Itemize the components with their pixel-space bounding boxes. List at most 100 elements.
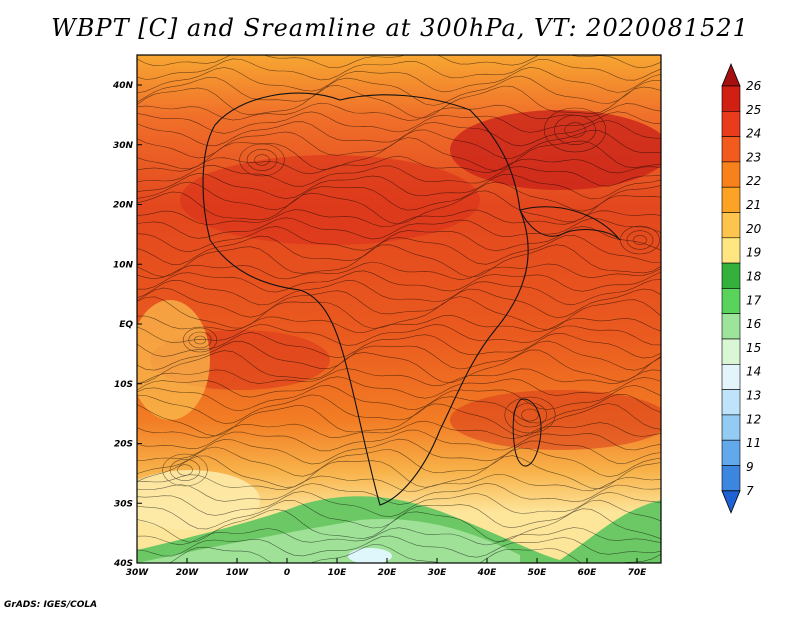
warm-core-asia [450, 110, 661, 190]
streamline [137, 499, 661, 530]
vortex-streamline [188, 331, 212, 349]
madagascar-coastline [512, 398, 542, 467]
colorbar-label: 17 [746, 293, 762, 307]
streamline [137, 172, 661, 200]
streamline [137, 438, 661, 465]
streamline [137, 55, 661, 69]
lon-tick-label: 60E [578, 568, 598, 578]
streamline [137, 368, 661, 387]
streamline [137, 137, 661, 172]
colorbar-swatch [721, 212, 741, 239]
colorbar-label: 25 [746, 103, 761, 117]
colorbar-label: 18 [746, 269, 762, 283]
lat-tick-label: EQ [119, 320, 133, 330]
vortex-streamline [239, 143, 285, 177]
colorbar-swatch [721, 161, 741, 188]
streamline [137, 385, 661, 411]
lat-tick-label: 10N [113, 260, 134, 270]
streamline [137, 111, 661, 134]
colorbar-swatch [721, 262, 741, 289]
colorbar-label: 7 [746, 484, 754, 498]
colorbar-swatch [721, 186, 741, 213]
streamline [168, 544, 661, 563]
lon-tick-label: 50E [528, 568, 548, 578]
streamline [137, 324, 661, 346]
streamline [137, 340, 661, 371]
colorbar-bottom-arrow [721, 490, 741, 514]
vortex-streamline [543, 107, 607, 153]
streamline [137, 420, 661, 440]
vortex-streamline [504, 396, 556, 434]
streamline [137, 244, 661, 278]
vortex-streamline [254, 154, 270, 166]
colorbar-label: 15 [746, 341, 761, 355]
colorbar-label: 11 [746, 436, 761, 450]
streamline [137, 225, 661, 253]
lat-tick-label: 30N [113, 141, 134, 151]
lat-tick-label: 40N [112, 81, 134, 91]
vortex-streamline [626, 230, 654, 250]
streamline [137, 270, 661, 293]
colorbar-label: 19 [746, 246, 761, 260]
colorbar: 26 25 24 23 22 21 20 19 18 17 16 15 14 13 12 11 9 7 [721, 62, 762, 514]
streamline [137, 491, 661, 518]
colorbar-swatch [721, 288, 741, 314]
streamline [137, 58, 661, 81]
lon-tick-label: 30E [428, 568, 448, 578]
vortex-streamline [554, 115, 596, 145]
colorbar-label: 20 [746, 222, 762, 236]
colorbar-label: 21 [746, 198, 761, 212]
vortex-streamline [512, 402, 548, 428]
colorbar-swatch [721, 237, 741, 264]
colorbar-swatch [721, 363, 741, 390]
streamline [137, 155, 661, 175]
colorbar-label: 22 [746, 174, 761, 188]
africa-coastline [202, 92, 529, 506]
streamline [137, 331, 661, 359]
colorbar-label: 14 [746, 365, 761, 379]
lon-tick-label: 40E [477, 568, 498, 578]
lon-tick-label: 70E [628, 568, 648, 578]
vortex-streamline [177, 464, 193, 476]
lat-tick-label: 20S [114, 440, 133, 450]
vortex-streamline [194, 335, 206, 345]
vortex-streamline [162, 453, 208, 487]
streamline [137, 75, 661, 106]
lon-tick-label: 20W [176, 568, 200, 578]
streamline [137, 527, 661, 546]
vortex-streamline [620, 225, 660, 255]
streamline [137, 209, 661, 228]
colorbar-swatch [721, 439, 741, 466]
streamline [137, 120, 661, 147]
vortex-streamline [633, 235, 647, 245]
lon-tick-label: 0 [284, 568, 290, 578]
colorbar-label: 9 [746, 460, 754, 474]
streamline [137, 217, 661, 240]
vortex-streamline [182, 327, 218, 353]
colorbar-swatch [721, 338, 741, 365]
streamline [137, 234, 661, 265]
streamline [137, 474, 661, 492]
colorbar-label: 13 [746, 389, 761, 403]
colorbar-swatch [721, 111, 741, 137]
cold-band-light [137, 519, 520, 563]
vortex-streamline [169, 459, 201, 481]
lon-tick-label: 30W [126, 568, 150, 578]
colorbar-top-arrow [721, 62, 741, 87]
streamline [137, 455, 661, 490]
lat-tick-label: 10S [114, 380, 133, 390]
streamline [137, 446, 661, 478]
cold-spot [348, 548, 392, 563]
streamline [137, 482, 661, 505]
colorbar-swatch [721, 136, 741, 163]
warm-core-indian [450, 390, 661, 450]
longitude-axis: 30W 20W 10W 0 10E 20E 30E 40E 50E 60E 70E [126, 558, 647, 578]
streamline [137, 279, 661, 306]
streamline [137, 508, 661, 543]
colorbar-label: 26 [746, 79, 762, 93]
lat-tick-label: 20N [113, 201, 134, 211]
streamline [137, 535, 661, 558]
lon-tick-label: 10E [328, 568, 348, 578]
cool-patch-west [137, 300, 210, 420]
